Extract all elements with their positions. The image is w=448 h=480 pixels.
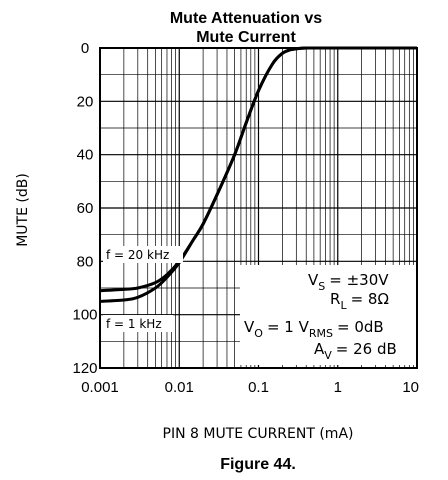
y-tick-label: 40 (77, 147, 94, 164)
condition-av: AV = 26 dB (314, 340, 397, 362)
chart-title-line1: Mute Attenuation vs (170, 10, 322, 27)
x-tick-label: 0.1 (248, 379, 269, 396)
x-tick-label: 0.001 (81, 379, 119, 396)
series-lines (99, 46, 417, 303)
x-tick-label: 1 (334, 379, 342, 396)
y-tick-label: 60 (77, 200, 94, 217)
y-tick-label: 20 (77, 93, 94, 110)
x-axis-label: PIN 8 MUTE CURRENT (mA) (163, 426, 354, 442)
series-label-1khz: f = 1 kHz (106, 317, 162, 331)
y-tick-label: 80 (77, 253, 94, 270)
series-line-1 (99, 46, 417, 303)
x-tick-label: 10 (402, 379, 419, 396)
x-tick-labels: 0.001 0.01 0.1 1 10 (81, 379, 419, 396)
x-tick-label: 0.01 (165, 379, 194, 396)
series-label-20khz: f = 20 kHz (106, 248, 169, 262)
condition-vo: VO = 1 VRMS = 0dB (244, 318, 384, 340)
y-tick-label: 100 (72, 307, 97, 324)
plot-frame (99, 47, 418, 369)
conditions-box (240, 265, 416, 365)
condition-rl: RL = 8Ω (330, 290, 389, 312)
y-axis-label: MUTE (dB) (15, 173, 31, 247)
figure-caption: Figure 44. (220, 456, 296, 473)
y-tick-label: 0 (81, 40, 89, 57)
condition-vs: VS = ±30V (308, 271, 389, 293)
chart-title-line2: Mute Current (196, 29, 296, 46)
y-tick-labels: 0 20 40 60 80 100 120 (72, 40, 97, 377)
y-tick-label: 120 (72, 360, 97, 377)
series-label-bg-20k (103, 246, 183, 263)
series-label-bg-1k (103, 315, 173, 332)
